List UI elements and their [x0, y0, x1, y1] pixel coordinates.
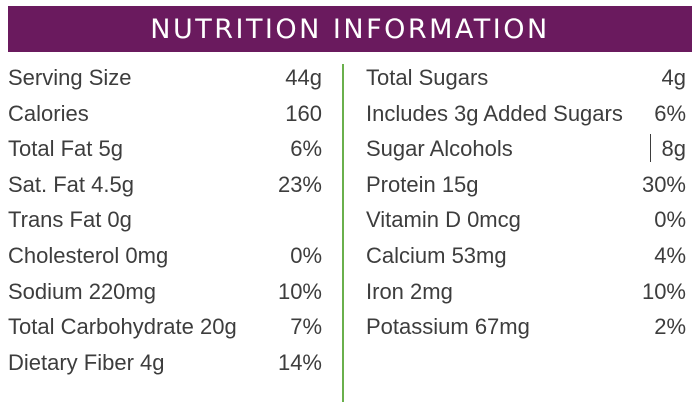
nutrient-name: Protein 15g — [366, 171, 479, 197]
column-divider — [342, 64, 344, 402]
nutrient-row-sodium: Sodium 220mg 10% — [8, 274, 322, 310]
nutrient-name: Sodium 220mg — [8, 278, 156, 304]
nutrient-row-added-sugars: Includes 3g Added Sugars 6% — [366, 96, 686, 132]
nutrient-row-calcium: Calcium 53mg 4% — [366, 238, 686, 274]
nutrient-name: Potassium 67mg — [366, 314, 530, 340]
nutrient-name: Calories — [8, 100, 89, 126]
nutrient-value: 160 — [285, 100, 322, 126]
nutrient-value: 6% — [654, 100, 686, 126]
text-cursor — [650, 134, 651, 162]
nutrient-name: Sat. Fat 4.5g — [8, 171, 134, 197]
nutrient-row-sat-fat: Sat. Fat 4.5g 23% — [8, 167, 322, 203]
nutrient-row-calories: Calories 160 — [8, 96, 322, 132]
nutrient-value: 2% — [654, 314, 686, 340]
nutrient-row-iron: Iron 2mg 10% — [366, 274, 686, 310]
nutrient-row-protein: Protein 15g 30% — [366, 167, 686, 203]
nutrient-row-total-sugars: Total Sugars 4g — [366, 60, 686, 96]
page-title: NUTRITION INFORMATION — [150, 13, 550, 45]
nutrient-value: 10% — [641, 278, 686, 304]
nutrient-value: 0% — [654, 207, 686, 233]
nutrient-value: 23% — [277, 171, 322, 197]
nutrient-row-vitamin-d: Vitamin D 0mcg 0% — [366, 202, 686, 238]
nutrient-name: Cholesterol 0mg — [8, 242, 169, 268]
right-column: Total Sugars 4g Includes 3g Added Sugars… — [366, 60, 686, 345]
nutrient-name: Total Sugars — [366, 65, 489, 90]
nutrient-row-total-fat: Total Fat 5g 6% — [8, 131, 322, 167]
left-column: Serving Size 44g Calories 160 Total Fat … — [8, 60, 322, 380]
nutrient-value: 6% — [290, 136, 322, 162]
nutrient-value: 4g — [661, 65, 686, 90]
nutrient-name: Total Carbohydrate 20g — [8, 314, 237, 340]
nutrient-name: Sugar Alcohols — [366, 136, 513, 162]
nutrient-name: Includes 3g Added Sugars — [366, 100, 623, 126]
nutrient-row-potassium: Potassium 67mg 2% — [366, 309, 686, 345]
nutrient-name: Dietary Fiber 4g — [8, 349, 165, 375]
nutrient-name: Vitamin D 0mcg — [366, 207, 521, 233]
nutrient-value: 8g — [661, 136, 686, 162]
nutrient-value: 0% — [290, 242, 322, 268]
nutrient-row-sugar-alcohols: Sugar Alcohols 8g — [366, 131, 686, 167]
nutrient-value: 10% — [277, 278, 322, 304]
nutrient-value: 44g — [285, 65, 322, 90]
nutrient-row-cholesterol: Cholesterol 0mg 0% — [8, 238, 322, 274]
nutrient-value: 30% — [641, 171, 686, 197]
nutrient-name: Serving Size — [8, 65, 132, 90]
nutrient-value: 14% — [277, 349, 322, 375]
header-banner: NUTRITION INFORMATION — [8, 6, 692, 52]
nutrient-name: Total Fat 5g — [8, 136, 123, 162]
nutrient-row-serving-size: Serving Size 44g — [8, 60, 322, 96]
nutrient-row-dietary-fiber: Dietary Fiber 4g 14% — [8, 345, 322, 381]
nutrient-name: Trans Fat 0g — [8, 207, 132, 233]
nutrient-value: 7% — [290, 314, 322, 340]
nutrient-name: Calcium 53mg — [366, 242, 507, 268]
nutrient-value: 4% — [654, 242, 686, 268]
nutrient-name: Iron 2mg — [366, 278, 453, 304]
nutrient-row-total-carbohydrate: Total Carbohydrate 20g 7% — [8, 309, 322, 345]
nutrient-row-trans-fat: Trans Fat 0g — [8, 202, 322, 238]
